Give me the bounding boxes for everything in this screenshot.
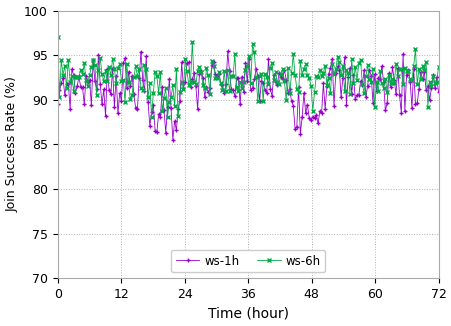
ws-1h bbox=[140, 78, 145, 82]
ws-1h bbox=[225, 50, 230, 53]
ws-1h bbox=[170, 138, 175, 141]
ws-1h bbox=[277, 75, 283, 79]
ws-6h bbox=[348, 57, 354, 61]
Y-axis label: Join Success Rate (%): Join Success Rate (%) bbox=[5, 76, 18, 212]
ws-6h bbox=[140, 88, 145, 92]
ws-1h bbox=[435, 90, 440, 94]
X-axis label: Time (hour): Time (hour) bbox=[207, 306, 288, 320]
ws-6h bbox=[435, 65, 440, 69]
ws-1h bbox=[274, 83, 280, 87]
Legend: ws-1h, ws-6h: ws-1h, ws-6h bbox=[170, 250, 324, 272]
ws-6h bbox=[152, 70, 157, 74]
ws-6h bbox=[148, 115, 154, 119]
ws-1h bbox=[55, 102, 60, 106]
ws-1h bbox=[150, 103, 156, 107]
Line: ws-6h: ws-6h bbox=[55, 35, 440, 119]
ws-1h bbox=[380, 80, 386, 84]
ws-6h bbox=[55, 35, 60, 39]
Line: ws-1h: ws-1h bbox=[55, 49, 440, 142]
ws-1h bbox=[350, 73, 355, 77]
ws-6h bbox=[272, 70, 278, 74]
ws-6h bbox=[378, 82, 384, 85]
ws-6h bbox=[276, 82, 281, 86]
